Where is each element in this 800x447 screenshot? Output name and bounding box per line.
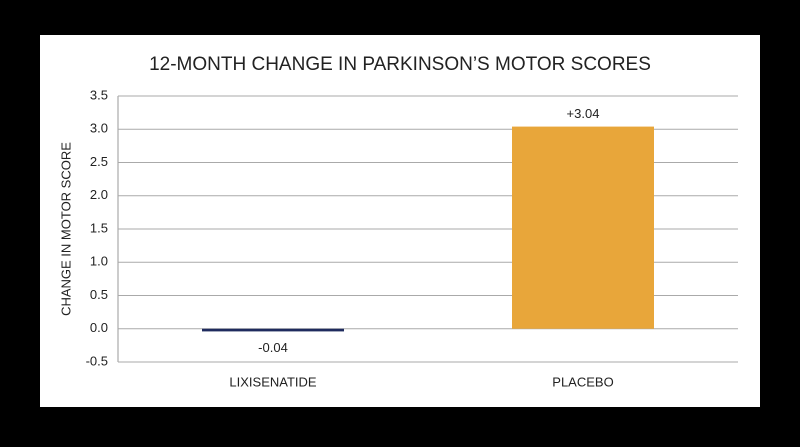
y-tick-label: 2.0 [90,187,108,202]
y-tick-label: 0.0 [90,320,108,335]
y-tick-label: 3.0 [90,121,108,136]
y-tick-label: 1.5 [90,220,108,235]
y-tick-label: 2.5 [90,154,108,169]
y-tick-label: 1.0 [90,254,108,269]
x-tick-label: PLACEBO [552,374,613,389]
y-axis-label: CHANGE IN MOTOR SCORE [58,142,73,316]
value-label: -0.04 [258,340,288,355]
y-tick-label: 3.5 [90,87,108,102]
bar [202,328,344,332]
y-tick-label: -0.5 [86,353,108,368]
y-tick-label: 0.5 [90,287,108,302]
bar [512,126,654,329]
chart-title: 12-MONTH CHANGE IN PARKINSON’S MOTOR SCO… [149,54,651,75]
value-label: +3.04 [567,106,600,121]
x-tick-label: LIXISENATIDE [229,374,317,389]
